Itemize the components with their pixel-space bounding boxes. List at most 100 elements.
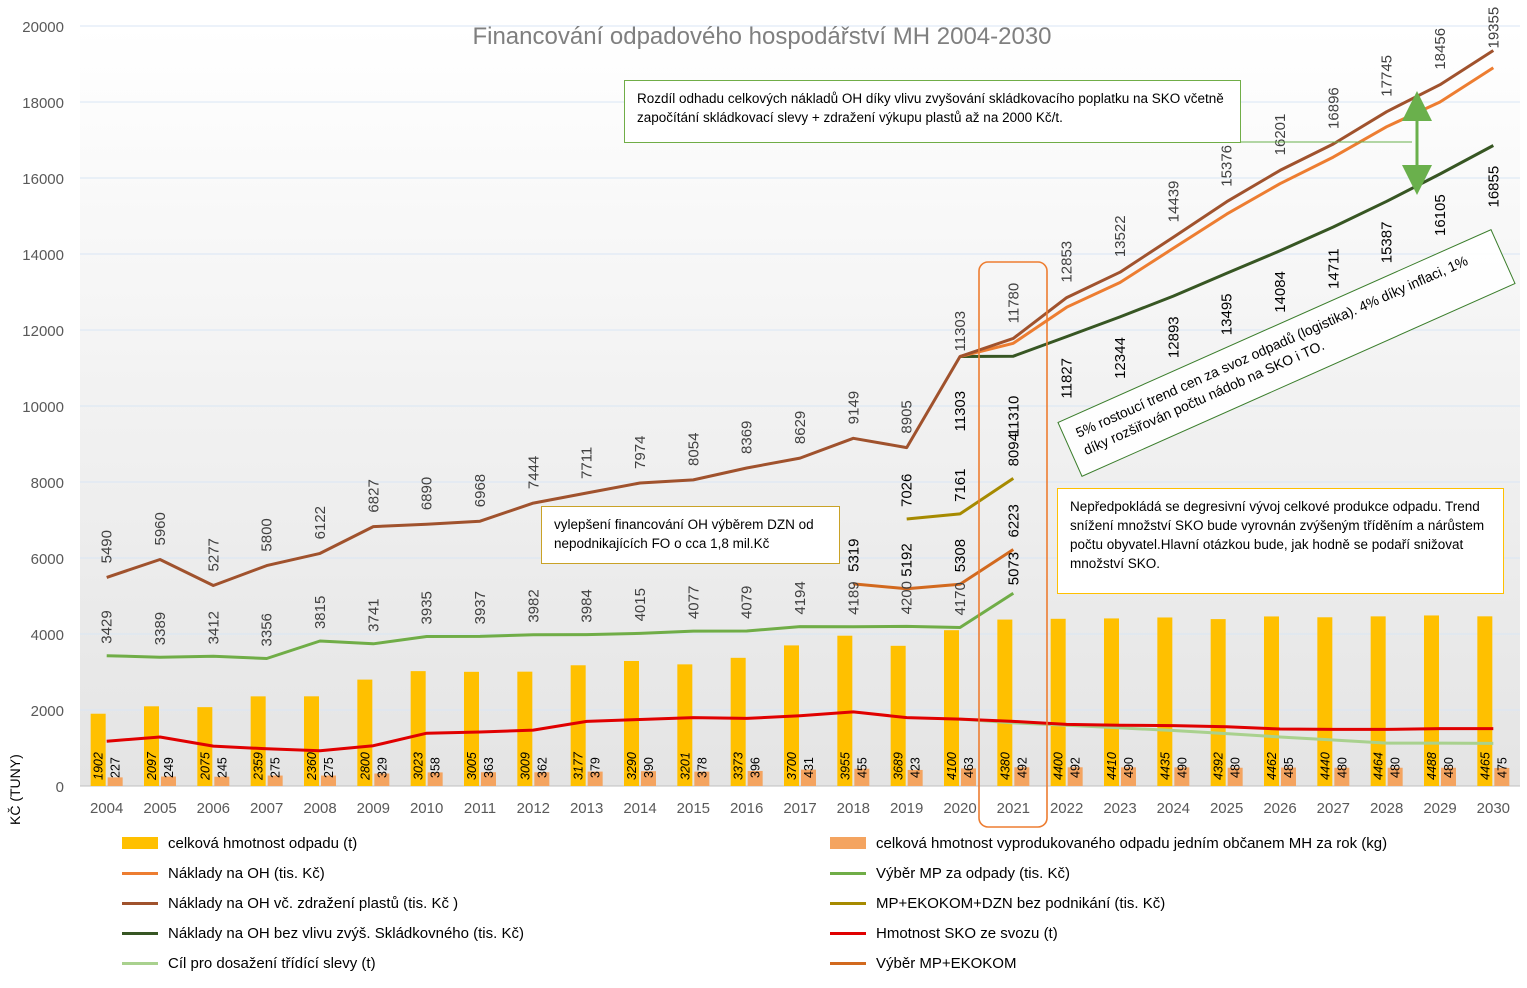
bar-total-waste: [1050, 618, 1066, 786]
data-label-costs-no-landfill: 11310: [1005, 396, 1022, 437]
x-tick-label: 2027: [1317, 800, 1350, 817]
data-label-costs-incl-plastics: 5960: [152, 512, 169, 545]
data-label-costs-no-landfill: 13495: [1219, 293, 1236, 335]
legend-swatch-line: [122, 961, 158, 965]
y-axis-label: KČ (TUNY): [7, 754, 23, 825]
legend-label: Náklady na OH bez vlivu zvýš. Skládkovné…: [168, 924, 524, 942]
data-label-per-capita: 378: [695, 757, 709, 778]
bar-waste-per-capita: [587, 771, 603, 786]
y-tick-label: 0: [56, 779, 64, 796]
bar-waste-per-capita: [374, 773, 390, 786]
bar-waste-per-capita: [1281, 767, 1296, 786]
data-label-per-capita: 492: [1069, 757, 1083, 778]
data-label-total-waste: 4440: [1318, 752, 1332, 780]
legend-swatch-line: [830, 901, 866, 905]
data-label-mp-ekokom-dzn: 7161: [952, 469, 969, 502]
bar-total-waste: [837, 635, 853, 786]
data-label-costs-incl-plastics: 18456: [1432, 28, 1449, 70]
legend-swatch-line: [830, 961, 866, 965]
bar-waste-per-capita: [1014, 767, 1030, 786]
bar-total-waste: [90, 713, 106, 786]
data-label-costs-incl-plastics: 8905: [899, 400, 916, 433]
data-label-total-waste: 3955: [838, 752, 852, 780]
data-label-per-capita: 492: [1015, 757, 1029, 778]
data-label-costs-no-landfill: 14711: [1325, 248, 1342, 289]
data-label-total-waste: 4465: [1478, 752, 1492, 780]
annotation-top-note: Rozdíl odhadu celkových nákladů OH díky …: [624, 80, 1241, 143]
data-label-costs-incl-plastics: 5490: [99, 530, 116, 563]
y-tick-label: 12000: [22, 323, 64, 340]
data-label-costs-incl-plastics: 13522: [1112, 215, 1129, 257]
bar-total-waste: [730, 657, 746, 786]
data-label-total-waste: 4464: [1372, 752, 1386, 780]
data-label-costs-incl-plastics: 7444: [525, 456, 542, 489]
data-label-per-capita: 358: [429, 757, 443, 778]
legend-swatch-bar: [122, 837, 158, 849]
data-label-per-capita: 245: [215, 757, 229, 778]
x-tick-label: 2004: [90, 800, 123, 817]
data-label-total-waste: 2360: [305, 752, 319, 781]
data-label-per-capita: 463: [962, 757, 976, 778]
x-tick-label: 2020: [943, 800, 976, 817]
data-label-mp-ekokom: 5319: [845, 539, 862, 572]
data-label-per-capita: 480: [1335, 757, 1349, 778]
x-tick-label: 2011: [464, 800, 496, 817]
bar-total-waste: [677, 664, 693, 786]
data-label-costs-incl-plastics: 9149: [845, 391, 862, 424]
series-line-7: [853, 548, 1015, 591]
data-label-total-waste: 3689: [892, 752, 906, 780]
data-label-total-waste: 4100: [945, 752, 959, 780]
y-tick-label: 20000: [22, 19, 64, 36]
data-label-total-waste: 4380: [998, 752, 1012, 780]
data-label-costs-no-landfill: 16855: [1485, 166, 1502, 208]
bar-total-waste: [410, 671, 426, 786]
y-tick-label: 16000: [22, 171, 64, 188]
y-tick-label: 8000: [31, 475, 64, 492]
x-tick-label: 2019: [890, 800, 923, 817]
data-label-mp-collection: 4170: [952, 582, 969, 615]
data-label-per-capita: 227: [109, 757, 123, 778]
bar-waste-per-capita: [1067, 767, 1083, 786]
data-label-mp-ekokom-dzn: 7026: [899, 474, 916, 507]
data-label-costs-incl-plastics: 14439: [1165, 181, 1182, 223]
legend-label: Hmotnost SKO ze svozu (t): [876, 924, 1058, 942]
series-line-3: [906, 477, 1015, 521]
x-tick-label: 2024: [1157, 800, 1190, 817]
data-label-costs-no-landfill: 12344: [1112, 337, 1129, 379]
x-tick-label: 2014: [623, 800, 656, 817]
bar-total-waste: [1210, 619, 1226, 786]
data-label-costs-incl-plastics: 16201: [1272, 114, 1289, 156]
data-label-total-waste: 4435: [1158, 752, 1172, 780]
data-label-costs-no-landfill: 11827: [1059, 358, 1076, 399]
data-label-total-waste: 2359: [252, 752, 266, 781]
y-tick-label: 2000: [31, 703, 64, 720]
data-label-costs-incl-plastics: 16896: [1325, 87, 1342, 129]
bar-total-waste: [517, 671, 533, 786]
bar-total-waste: [1317, 617, 1333, 786]
x-tick-label: 2021: [997, 800, 1030, 817]
bar-waste-per-capita: [267, 775, 283, 786]
data-label-total-waste: 4410: [1105, 752, 1119, 780]
x-tick-label: 2013: [570, 800, 603, 817]
data-label-mp-collection: 3741: [365, 598, 382, 631]
y-tick-label: 14000: [22, 247, 64, 264]
data-label-costs-no-landfill: 16105: [1432, 194, 1449, 236]
bar-waste-per-capita: [107, 777, 123, 786]
data-label-costs-incl-plastics: 11303: [952, 311, 969, 352]
data-label-costs-incl-plastics: 7974: [632, 436, 649, 469]
x-tick-label: 2007: [250, 800, 283, 817]
data-label-mp-collection: 4015: [632, 588, 649, 621]
data-label-mp-collection: 3982: [525, 589, 542, 622]
bar-waste-per-capita: [694, 771, 710, 786]
year-2021-highlight: [978, 261, 1048, 828]
x-tick-label: 2010: [410, 800, 443, 817]
data-label-mp-collection: 3389: [152, 612, 169, 645]
data-label-costs-incl-plastics: 15376: [1219, 145, 1236, 187]
data-label-costs-no-landfill: 11303: [952, 391, 969, 432]
data-label-per-capita: 390: [642, 757, 656, 778]
x-tick-label: 2009: [357, 800, 390, 817]
data-label-total-waste: 4392: [1212, 752, 1226, 780]
data-label-total-waste: 3290: [625, 752, 639, 780]
data-label-per-capita: 329: [375, 757, 389, 778]
bar-total-waste: [944, 630, 959, 786]
